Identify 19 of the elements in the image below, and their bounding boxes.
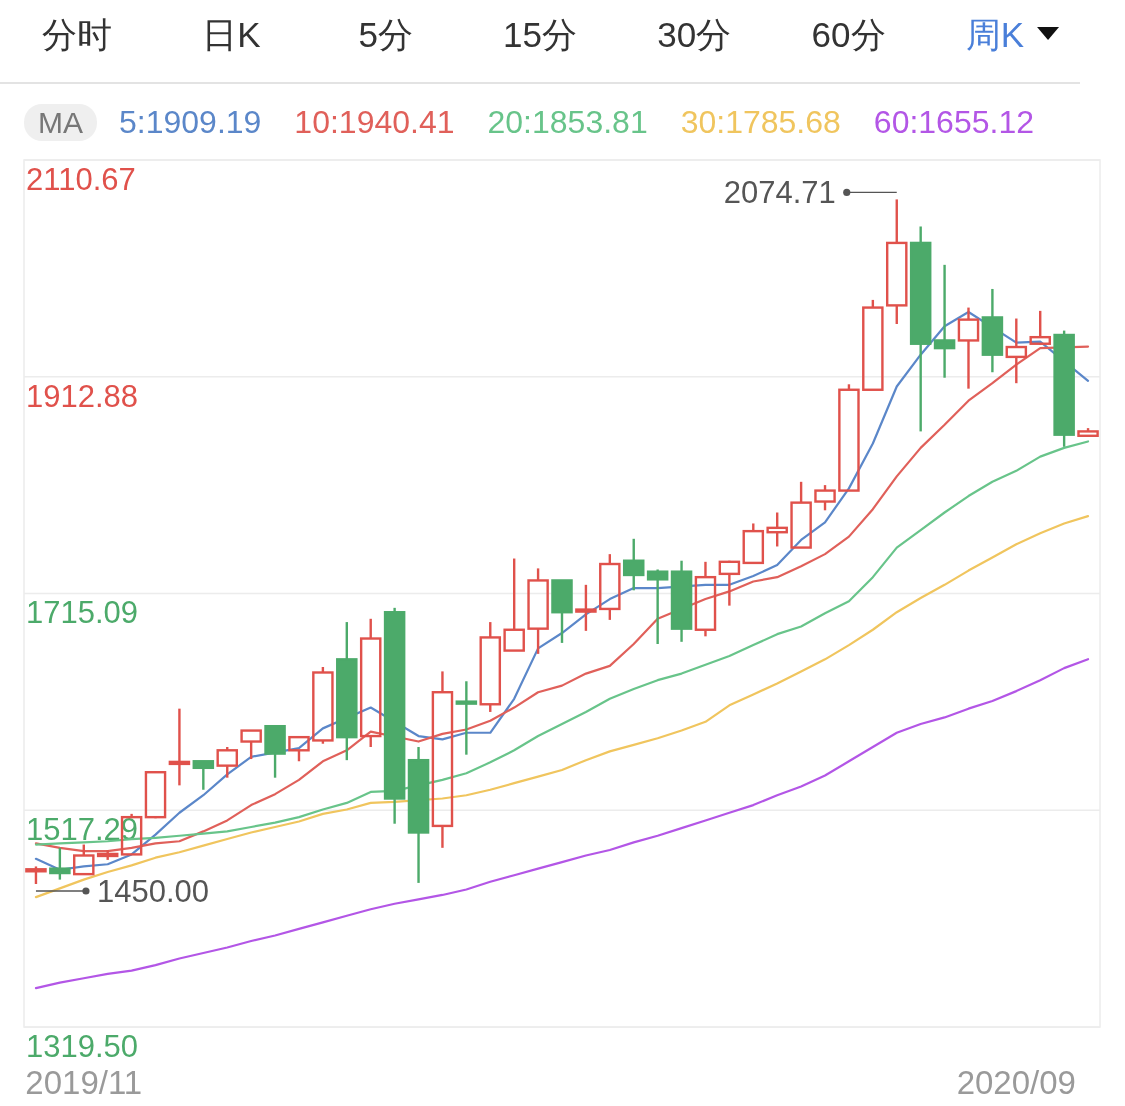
- note: 1450.00: [35, 874, 209, 909]
- legend-title: MA: [38, 106, 83, 139]
- annotation: 2074.71: [723, 175, 836, 211]
- x-tick-label: 2020/09: [956, 1064, 1076, 1101]
- note: 2074.71: [723, 175, 898, 211]
- y-tick-label: 1912.88: [26, 378, 139, 414]
- tab-label: 分时: [42, 15, 113, 54]
- annotation: 1450.00: [96, 873, 210, 909]
- x-tick-label: 2019/11: [25, 1064, 143, 1101]
- y-tick-label: 1715.09: [26, 595, 139, 631]
- tab-label: 5分: [358, 15, 413, 54]
- tab-label: 30分: [657, 15, 732, 54]
- y-tick-label: 1319.50: [26, 1029, 139, 1064]
- tab-label: 15分: [503, 15, 577, 54]
- tab-label: 周K: [965, 15, 1025, 54]
- tab-label: 60分: [811, 15, 886, 54]
- tab-label: 日K: [202, 15, 261, 54]
- legend: MA 5:1909.19 10:1940.41 20:1853.81 30:1785.68 60:1655.12: [24, 104, 1034, 141]
- y-tick-label: 2110.67: [26, 162, 136, 197]
